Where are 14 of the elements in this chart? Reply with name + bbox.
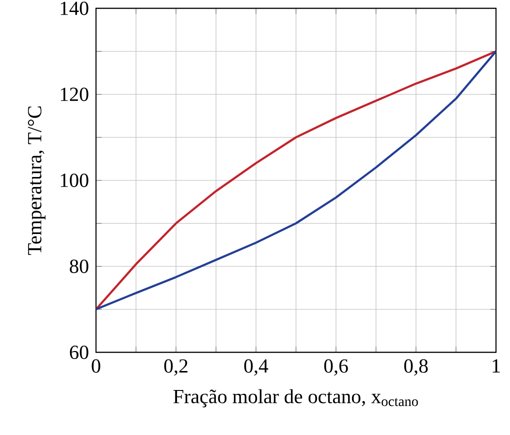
x-tick-label: 0,4 <box>244 359 268 376</box>
y-tick-label: 80 <box>70 260 88 274</box>
x-tick-label: 0,2 <box>164 359 188 376</box>
x-axis-title: Fração molar de octano, x$_{octano}$ <box>173 389 418 408</box>
y-axis-title: Temperatura, T/°C <box>28 106 46 255</box>
x-tick-label: 0,8 <box>404 359 428 376</box>
x-tick-label: 1 <box>492 359 500 372</box>
y-tick-label: 140 <box>60 2 88 16</box>
y-tick-label: 120 <box>60 88 88 102</box>
line-series <box>96 50 496 310</box>
x-tick-label: 0 <box>92 359 100 373</box>
x-tick-label: 0,6 <box>324 359 348 376</box>
y-tick-label: 100 <box>60 174 88 188</box>
y-tick-label: 60 <box>70 346 88 360</box>
